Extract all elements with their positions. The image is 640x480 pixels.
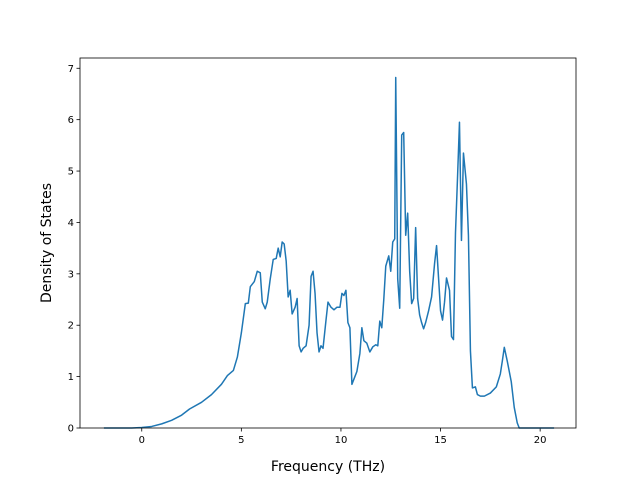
y-tick-label: 3 [68, 269, 74, 280]
x-tick-label: 0 [139, 435, 145, 446]
x-tick-label: 20 [534, 435, 547, 446]
y-tick-label: 1 [68, 372, 74, 383]
y-axis-label: Density of States [39, 183, 55, 303]
y-axis-ticks: 0 1 2 3 4 5 6 7 [68, 64, 80, 435]
y-tick-label: 6 [68, 115, 74, 126]
series-line [103, 76, 555, 429]
y-tick-label: 7 [68, 64, 74, 75]
x-tick-label: 10 [335, 435, 348, 446]
x-axis-ticks: 0 5 10 15 20 [139, 428, 547, 446]
plot-background [80, 58, 576, 428]
plot-frame [79, 57, 577, 429]
y-tick-label: 0 [68, 424, 74, 435]
x-tick-label: 15 [434, 435, 447, 446]
y-tick-label: 2 [68, 321, 74, 332]
y-tick-label: 4 [68, 218, 74, 229]
x-tick-label: 5 [238, 435, 244, 446]
y-tick-label: 5 [68, 167, 74, 178]
x-axis-label: Frequency (THz) [271, 459, 385, 475]
